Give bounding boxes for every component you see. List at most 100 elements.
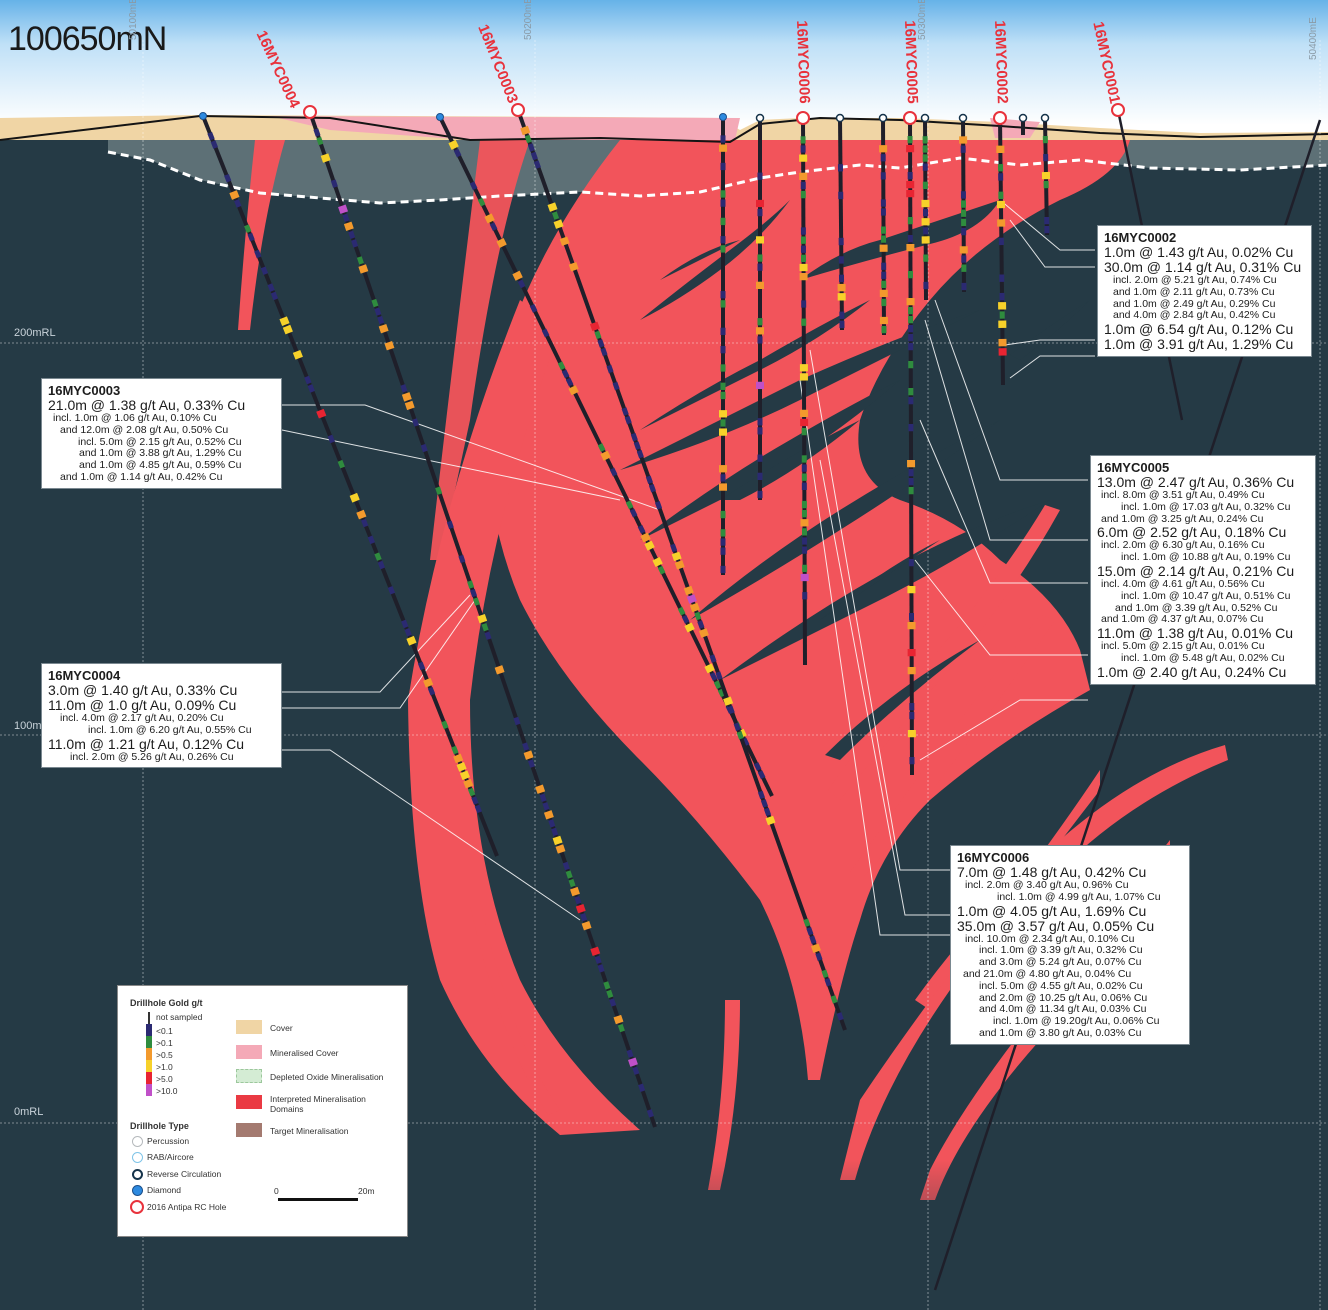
assay-interval [736,731,744,740]
legend-type: 2016 Antipa RC Hole [147,1202,227,1212]
assay-interval [824,978,832,987]
intercept-subline: incl. 1.0m @ 3.39 g/t Au, 0.32% Cu [979,944,1143,957]
antipa-rc-collar-icon [993,111,1007,125]
intercept-subline: incl. 10.0m @ 2.34 g/t Au, 0.10% Cu [965,932,1135,945]
legend-type: Percussion [147,1136,190,1146]
assay-interval [313,128,321,137]
scale-bar-end: 20m [358,1186,375,1196]
assay-interval [600,347,608,357]
intercept-line: 21.0m @ 1.38 g/t Au, 0.33% Cu [48,397,246,413]
intercept-subline: incl. 8.0m @ 3.51 g/t Au, 0.49% Cu [1101,489,1265,501]
assay-interval [453,753,464,764]
assay-interval [657,565,666,575]
assay-interval [417,661,426,671]
assay-interval [617,1023,625,1033]
intercept-line: 3.0m @ 1.40 g/t Au, 0.33% Cu [48,682,238,698]
assay-interval [547,202,558,212]
assay-interval [207,131,215,141]
section-title: 100650mN [8,20,167,58]
leader-lines [281,199,1095,936]
assay-interval [441,720,449,730]
intercept-line: 1.0m @ 6.54 g/t Au, 0.12% Cu [1104,321,1294,338]
assay-interval [520,125,531,136]
assay-interval [467,787,476,797]
assay-interval [387,585,396,595]
assay-interval [600,450,611,461]
assay-interval [535,784,546,794]
easting-label: 50300mE [917,0,928,40]
intercept-subline: incl. 1.0m @ 4.99 g/t Au, 1.07% Cu [997,890,1161,903]
assay-interval [628,1057,638,1067]
assay-interval [713,680,722,690]
mineralised-cover [270,116,740,140]
assay-interval [757,770,766,780]
intercept-hole-name: 16MYC0003 [48,383,121,398]
legend-gold-class: not sampled [156,1012,203,1022]
assay-interval [427,686,436,696]
diamond-collar-icon [199,112,207,120]
intercept-line: 30.0m @ 1.14 g/t Au, 0.31% Cu [1104,259,1302,275]
assay-interval [494,665,505,675]
assay-interval [648,483,657,493]
assay-interval [674,560,685,570]
assay-interval [448,139,459,150]
assay-interval [629,508,638,518]
antipa-rc-collar-icon [303,105,317,119]
assay-interval [512,270,523,281]
diamond-hole-icon [132,1185,143,1196]
assay-interval [337,459,345,469]
assay-interval [709,654,717,663]
reverse-circulation-icon [132,1169,143,1180]
assay-interval [568,385,579,396]
diamond-collar-icon [436,113,444,121]
antipa-rc-collar-icon [1111,103,1125,117]
assay-interval [636,449,644,459]
assay-interval [698,628,709,638]
assay-interval [456,762,467,772]
depleted-oxide-swatch [236,1069,262,1083]
intercept-subline: incl. 1.0m @ 10.47 g/t Au, 0.51% Cu [1121,589,1291,602]
scale-bar [278,1198,358,1201]
intercept-subline: incl. 5.0m @ 2.15 g/t Au, 0.01% Cu [1101,640,1265,653]
intercept-subline: incl. 4.0m @ 4.61 g/t Au, 0.56% Cu [1101,577,1265,590]
assay-interval [704,663,715,674]
assay-interval [406,635,417,646]
hole-label: 16MYC0002 [991,20,1011,104]
assay-interval [435,486,443,495]
assay-interval [606,989,614,999]
intercept-subline: incl. 1.0m @ 17.03 g/t Au, 0.32% Cu [1121,500,1291,513]
assay-interval [581,921,592,931]
intercept-line: 11.0m @ 1.38 g/t Au, 0.01% Cu [1097,625,1294,642]
assay-interval [420,443,428,453]
assay-interval [677,606,686,616]
intercept-subline: and 1.0m @ 3.80 g/t Au, 0.03% Cu [979,1026,1142,1039]
intercept-subline: and 1.0m @ 1.14 g/t Au, 0.42% Cu [60,470,223,483]
legend-domain: Depleted Oxide Mineralisation [270,1072,384,1082]
intercept-hole-name: 16MYC0004 [48,668,121,683]
assay-interval [815,952,823,961]
intercept-line: 13.0m @ 2.47 g/t Au, 0.36% Cu [1097,474,1295,490]
legend-type: Reverse Circulation [147,1169,222,1179]
assay-interval [637,524,646,534]
assay-interval [763,807,772,817]
intercept-subline: and 1.0m @ 4.85 g/t Au, 0.59% Cu [79,459,242,472]
assay-interval [597,964,605,973]
easting-label: 50100mE [128,0,139,40]
rc-collar-icon [755,113,765,123]
assay-interval [484,213,495,224]
intercept-subline: and 12.0m @ 2.08 g/t Au, 0.50% Cu [60,423,229,436]
intercept-subline: incl. 4.0m @ 2.17 g/t Au, 0.20% Cu [60,712,224,724]
intercept-subline: and 4.0m @ 11.34 g/t Au, 0.03% Cu [979,1003,1147,1016]
intercept-subline: incl. 1.0m @ 10.88 g/t Au, 0.19% Cu [1121,551,1291,564]
assay-interval [568,878,576,888]
assay-interval [524,134,532,144]
assay-interval [686,594,697,604]
intercept-line: 1.0m @ 4.05 g/t Au, 1.69% Cu [957,902,1147,919]
legend-type-title: Drillhole Type [130,1121,189,1131]
assay-interval [371,298,379,308]
assay-interval [594,955,602,965]
assay-interval [453,148,462,158]
assay-interval [316,408,327,419]
assay-interval [446,520,454,530]
